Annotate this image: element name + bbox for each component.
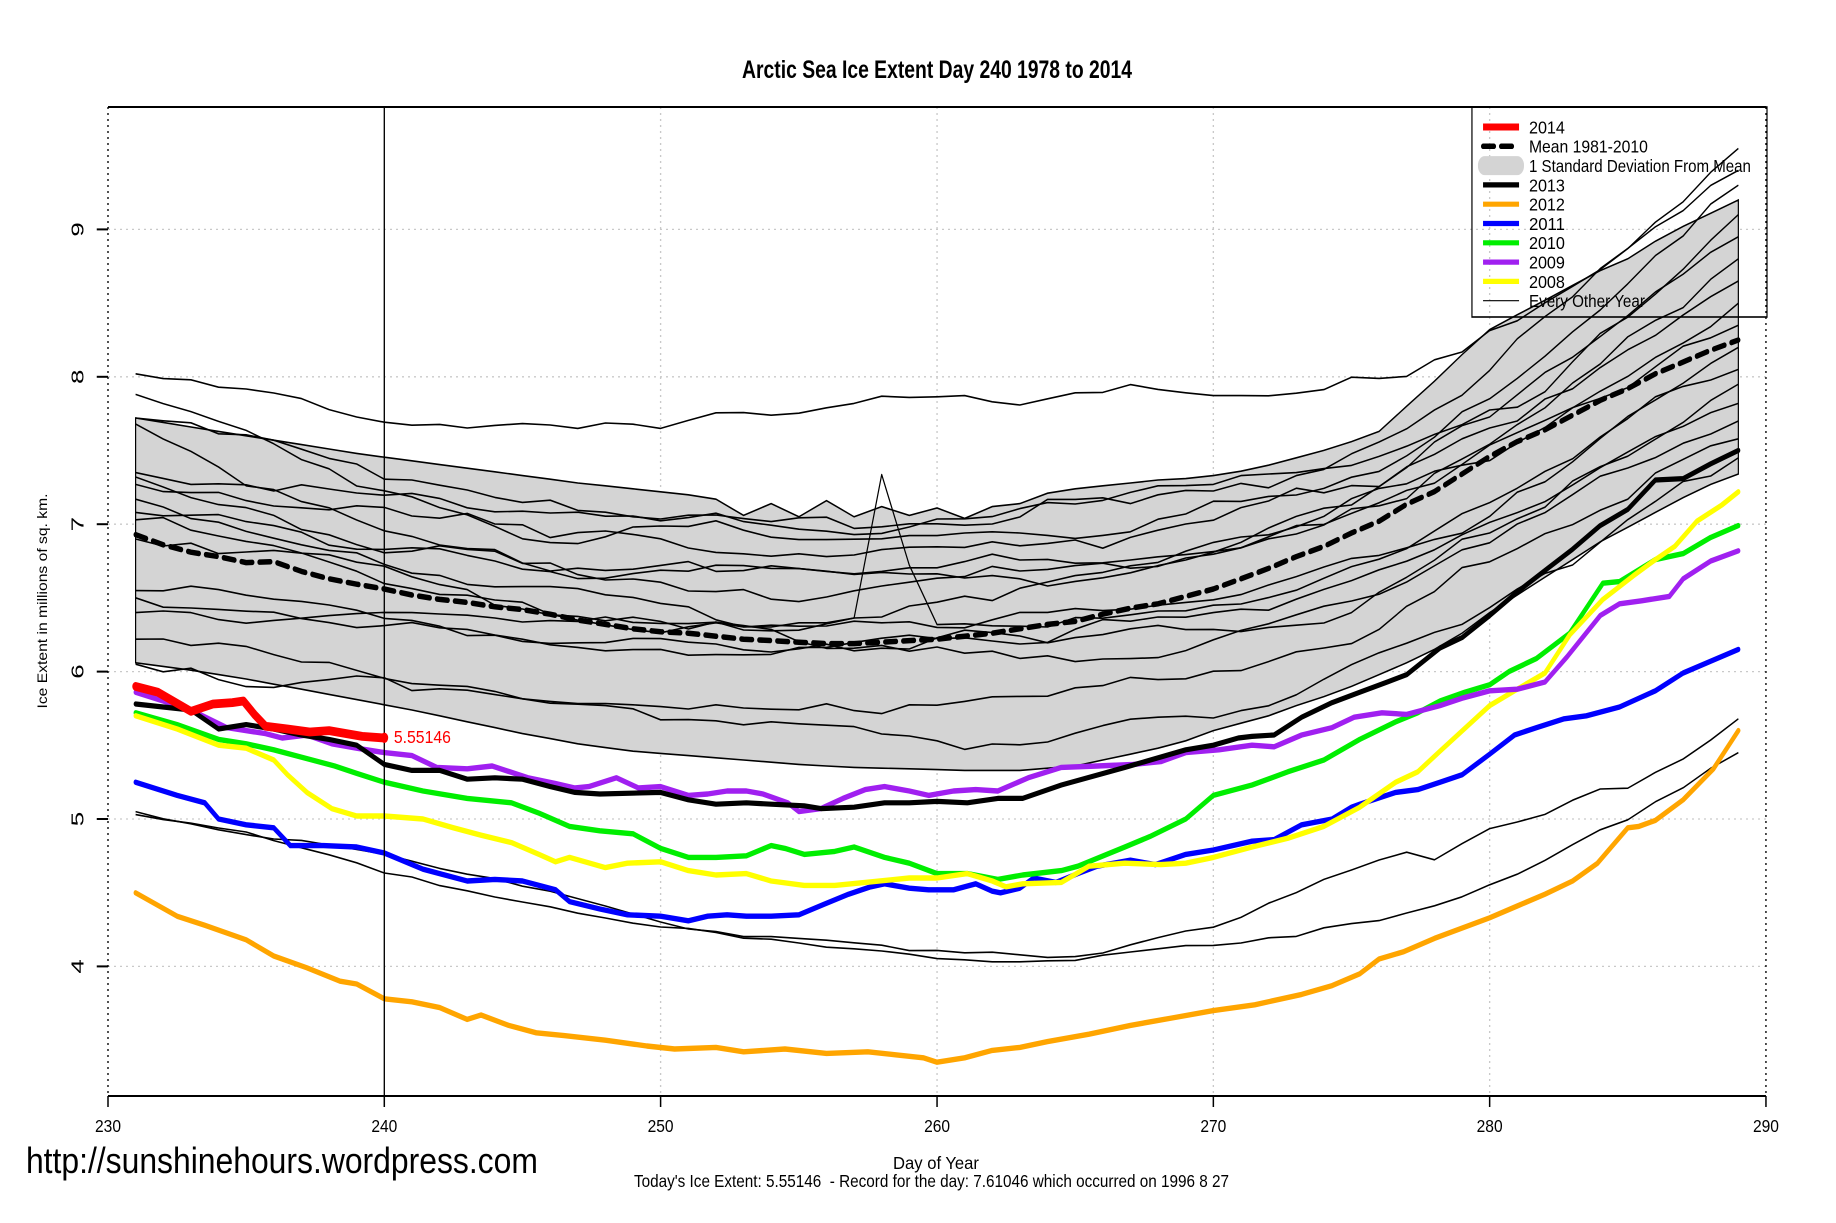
- svg-text:6: 6: [69, 664, 88, 678]
- svg-text:Today's Ice Extent: 5.55146 -: Today's Ice Extent: 5.55146 - Record for…: [634, 1172, 1229, 1191]
- svg-text:2014: 2014: [1529, 119, 1565, 138]
- svg-text:250: 250: [648, 1117, 674, 1136]
- svg-text:8: 8: [69, 370, 88, 384]
- svg-text:1 Standard Deviation From Mean: 1 Standard Deviation From Mean: [1529, 157, 1751, 176]
- svg-text:270: 270: [1200, 1117, 1226, 1136]
- svg-text:2012: 2012: [1529, 196, 1565, 215]
- svg-text:230: 230: [95, 1117, 121, 1136]
- svg-text:Ice Extent in millions of sq.: Ice Extent in millions of sq. km.: [36, 494, 50, 709]
- svg-text:2008: 2008: [1529, 273, 1565, 292]
- svg-text:240: 240: [371, 1117, 397, 1136]
- svg-text:260: 260: [924, 1117, 950, 1136]
- svg-text:4: 4: [69, 959, 88, 973]
- svg-text:Mean 1981-2010: Mean 1981-2010: [1529, 138, 1648, 157]
- svg-text:290: 290: [1753, 1117, 1779, 1136]
- svg-text:2011: 2011: [1529, 215, 1565, 234]
- svg-text:7: 7: [69, 517, 88, 531]
- svg-text:5.55146: 5.55146: [394, 728, 451, 747]
- svg-text:http://sunshinehours.wordpress: http://sunshinehours.wordpress.com: [26, 1140, 538, 1181]
- svg-text:280: 280: [1477, 1117, 1503, 1136]
- svg-text:2009: 2009: [1529, 254, 1565, 273]
- svg-text:Arctic Sea Ice Extent Day 240: Arctic Sea Ice Extent Day 240 1978 to 20…: [742, 55, 1133, 83]
- svg-text:2013: 2013: [1529, 177, 1565, 196]
- svg-text:5: 5: [69, 812, 88, 826]
- svg-text:Day of Year: Day of Year: [893, 1154, 980, 1173]
- svg-text:9: 9: [69, 222, 88, 236]
- svg-text:2010: 2010: [1529, 234, 1565, 253]
